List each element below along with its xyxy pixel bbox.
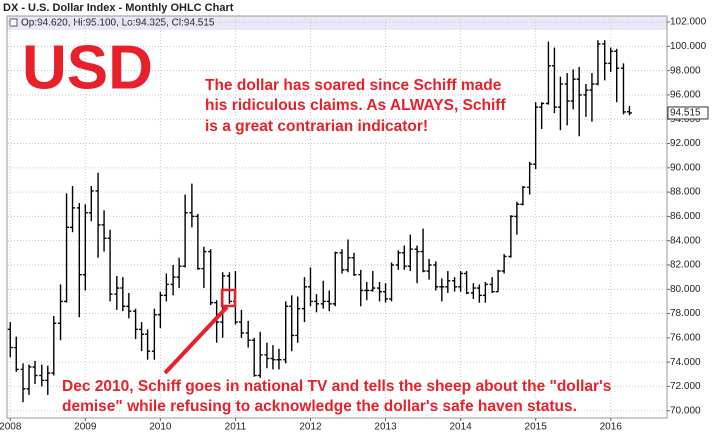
- y-tick-label: 74.000: [670, 357, 701, 368]
- annotation: The dollar has soared since Schiff made: [205, 77, 502, 94]
- y-tick-label: 82.000: [670, 260, 701, 271]
- y-tick-label: 84.000: [670, 235, 701, 246]
- x-tick-label: 2013: [374, 422, 397, 433]
- annotation: his ridiculous claims. As ALWAYS, Schiff: [205, 97, 506, 114]
- x-tick-label: 2012: [299, 422, 322, 433]
- annotation: is a great contrarian indicator!: [205, 118, 428, 135]
- y-tick-label: 92.000: [670, 138, 701, 149]
- y-tick-label: 96.000: [670, 90, 701, 101]
- y-tick-label: 90.000: [670, 162, 701, 173]
- y-tick-label: 100.000: [670, 41, 707, 52]
- y-tick-label: 98.000: [670, 65, 701, 76]
- annotation: demise" while refusing to acknowledge th…: [62, 398, 577, 415]
- last-price-label: 94.515: [670, 108, 701, 119]
- y-tick-label: 76.000: [670, 332, 701, 343]
- highlight-box: [220, 288, 237, 308]
- header-band: [7, 16, 667, 30]
- labels-layer: 70.000 72.000 74.000 76.000 78.000 80.000 82.0…: [0, 17, 709, 433]
- grid-layer: [8, 16, 670, 421]
- x-tick-label: 2014: [449, 422, 472, 433]
- chart-title: DX - U.S. Dollar Index - Monthly OHLC Ch…: [3, 2, 234, 14]
- x-tick-label: 2008: [0, 422, 22, 433]
- big-label: USD: [22, 33, 153, 102]
- x-tick-label: 2010: [149, 422, 172, 433]
- x-tick-label: 2016: [600, 422, 623, 433]
- y-tick-label: 80.000: [670, 284, 701, 295]
- annotation: Dec 2010, Schiff goes in national TV and…: [62, 378, 611, 395]
- last-price-box: [667, 106, 709, 120]
- y-tick-label: 88.000: [670, 187, 701, 198]
- x-tick-label: 2015: [525, 422, 548, 433]
- pointer-line: [163, 305, 229, 375]
- y-tick-label: 102.000: [670, 17, 707, 28]
- ohlc-header: Op:94.620, Hi:95.100, Lo:94.325, Cl:94.5…: [21, 18, 215, 29]
- y-tick-label: 70.000: [670, 405, 701, 416]
- x-tick-label: 2009: [74, 422, 97, 433]
- y-tick-label: 78.000: [670, 308, 701, 319]
- y-tick-label: 86.000: [670, 211, 701, 222]
- y-tick-label: 72.000: [670, 381, 701, 392]
- plot-frame: [6, 15, 668, 419]
- x-tick-label: 2011: [225, 422, 247, 433]
